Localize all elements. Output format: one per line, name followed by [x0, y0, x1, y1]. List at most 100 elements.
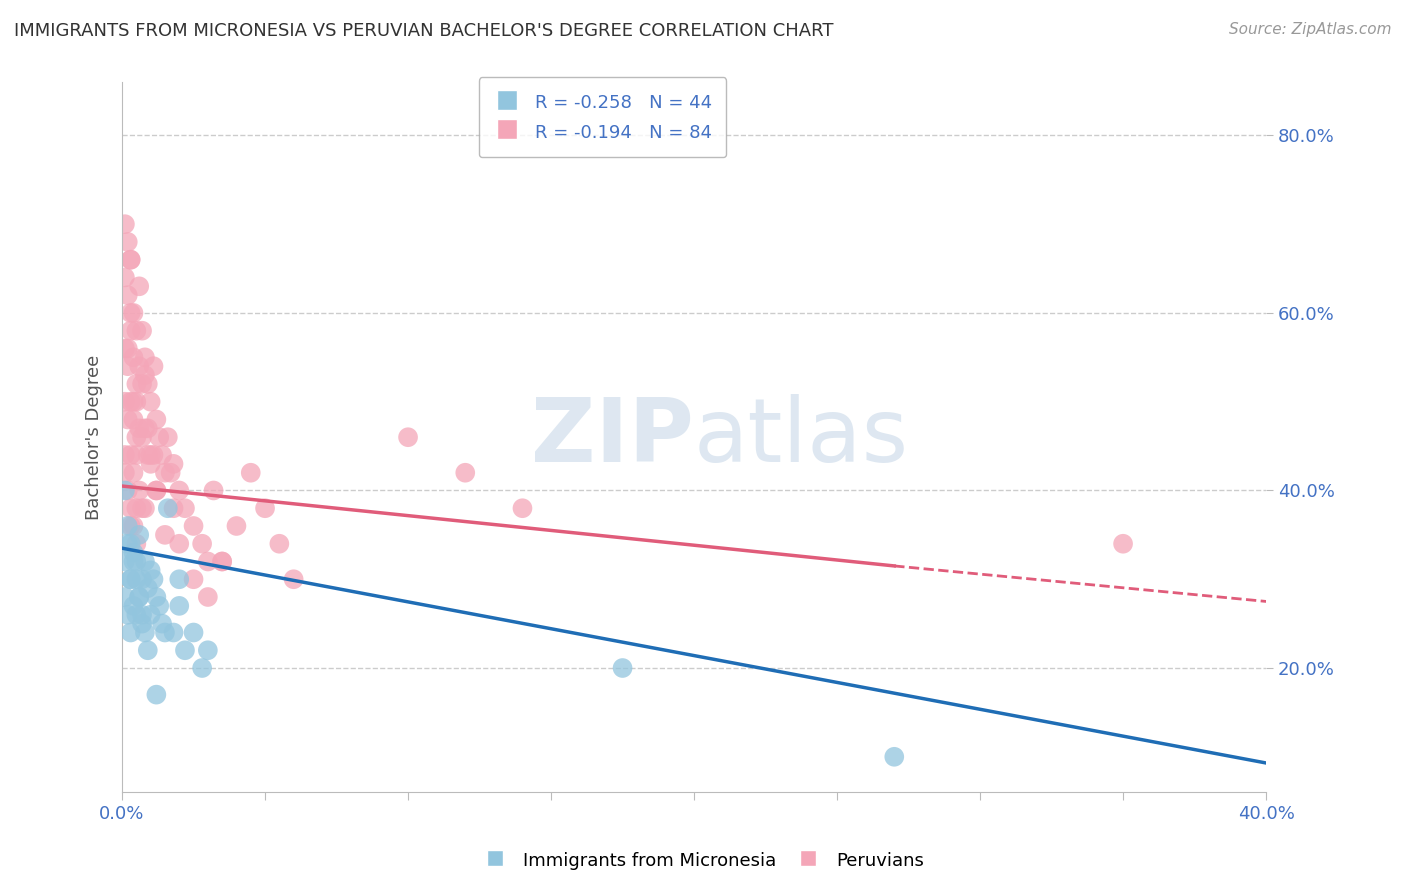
Point [117, 235, 139, 249]
Point [117, 537, 139, 551]
Point [136, 643, 159, 657]
Point [167, 537, 190, 551]
Point [167, 483, 190, 498]
Point [128, 528, 150, 542]
Point [145, 483, 167, 498]
Point [122, 519, 145, 533]
Point [174, 501, 197, 516]
Point [136, 448, 159, 462]
Point [153, 528, 176, 542]
Point [125, 324, 148, 338]
Point [283, 572, 305, 586]
Point [128, 421, 150, 435]
Point [120, 537, 142, 551]
Point [122, 394, 145, 409]
Point [148, 430, 170, 444]
Point [153, 466, 176, 480]
Point [120, 625, 142, 640]
Point [114, 270, 136, 285]
Point [167, 572, 190, 586]
Text: atlas: atlas [695, 393, 910, 481]
Point [134, 351, 156, 365]
Point [120, 252, 142, 267]
Point [114, 554, 136, 568]
Point [156, 501, 179, 516]
Point [114, 217, 136, 231]
Text: ZIP: ZIP [531, 393, 695, 481]
Point [122, 306, 145, 320]
Point [120, 324, 142, 338]
Point [142, 359, 165, 374]
Point [122, 546, 145, 560]
Point [128, 483, 150, 498]
Point [125, 448, 148, 462]
Point [145, 412, 167, 426]
Point [134, 368, 156, 382]
Point [131, 430, 153, 444]
Point [131, 376, 153, 391]
Point [114, 466, 136, 480]
Legend: R = -0.258   N = 44, R = -0.194   N = 84: R = -0.258 N = 44, R = -0.194 N = 84 [479, 77, 727, 157]
Point [134, 625, 156, 640]
Point [122, 412, 145, 426]
Point [156, 430, 179, 444]
Point [117, 288, 139, 302]
Point [128, 590, 150, 604]
Point [120, 501, 142, 516]
Point [120, 519, 142, 533]
Point [153, 625, 176, 640]
Point [159, 466, 181, 480]
Point [136, 376, 159, 391]
Point [269, 537, 291, 551]
Point [125, 430, 148, 444]
Point [117, 483, 139, 498]
Point [128, 590, 150, 604]
Point [120, 252, 142, 267]
Point [120, 306, 142, 320]
Point [612, 661, 634, 675]
Point [183, 572, 205, 586]
Point [125, 607, 148, 622]
Point [134, 501, 156, 516]
Point [191, 537, 214, 551]
Point [167, 599, 190, 613]
Point [114, 342, 136, 356]
Point [128, 359, 150, 374]
Point [120, 394, 142, 409]
Point [131, 607, 153, 622]
Point [150, 616, 173, 631]
Point [197, 643, 219, 657]
Point [114, 394, 136, 409]
Point [136, 421, 159, 435]
Point [225, 519, 247, 533]
Point [117, 359, 139, 374]
Point [139, 457, 162, 471]
Point [131, 572, 153, 586]
Point [162, 501, 184, 516]
Point [120, 448, 142, 462]
Point [136, 581, 159, 595]
Point [142, 572, 165, 586]
Point [396, 430, 419, 444]
Point [174, 643, 197, 657]
Point [125, 376, 148, 391]
Text: Source: ZipAtlas.com: Source: ZipAtlas.com [1229, 22, 1392, 37]
Point [139, 607, 162, 622]
Point [139, 394, 162, 409]
Point [125, 394, 148, 409]
Point [122, 554, 145, 568]
Point [128, 279, 150, 293]
Point [254, 501, 277, 516]
Point [134, 554, 156, 568]
Point [125, 501, 148, 516]
Point [145, 688, 167, 702]
Point [117, 342, 139, 356]
Point [114, 448, 136, 462]
Point [183, 519, 205, 533]
Point [139, 448, 162, 462]
Point [197, 590, 219, 604]
Point [117, 412, 139, 426]
Point [145, 483, 167, 498]
Point [131, 501, 153, 516]
Legend: Immigrants from Micronesia, Peruvians: Immigrants from Micronesia, Peruvians [475, 842, 931, 879]
